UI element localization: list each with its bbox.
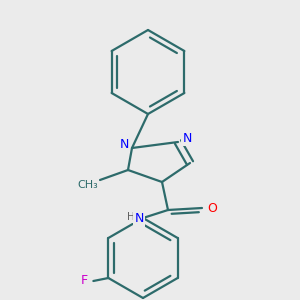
Text: N: N: [119, 139, 129, 152]
Text: CH₃: CH₃: [78, 180, 98, 190]
Text: N: N: [134, 212, 144, 226]
Text: N: N: [182, 131, 192, 145]
Text: F: F: [81, 274, 88, 287]
Text: H: H: [127, 212, 135, 222]
Text: O: O: [207, 202, 217, 214]
